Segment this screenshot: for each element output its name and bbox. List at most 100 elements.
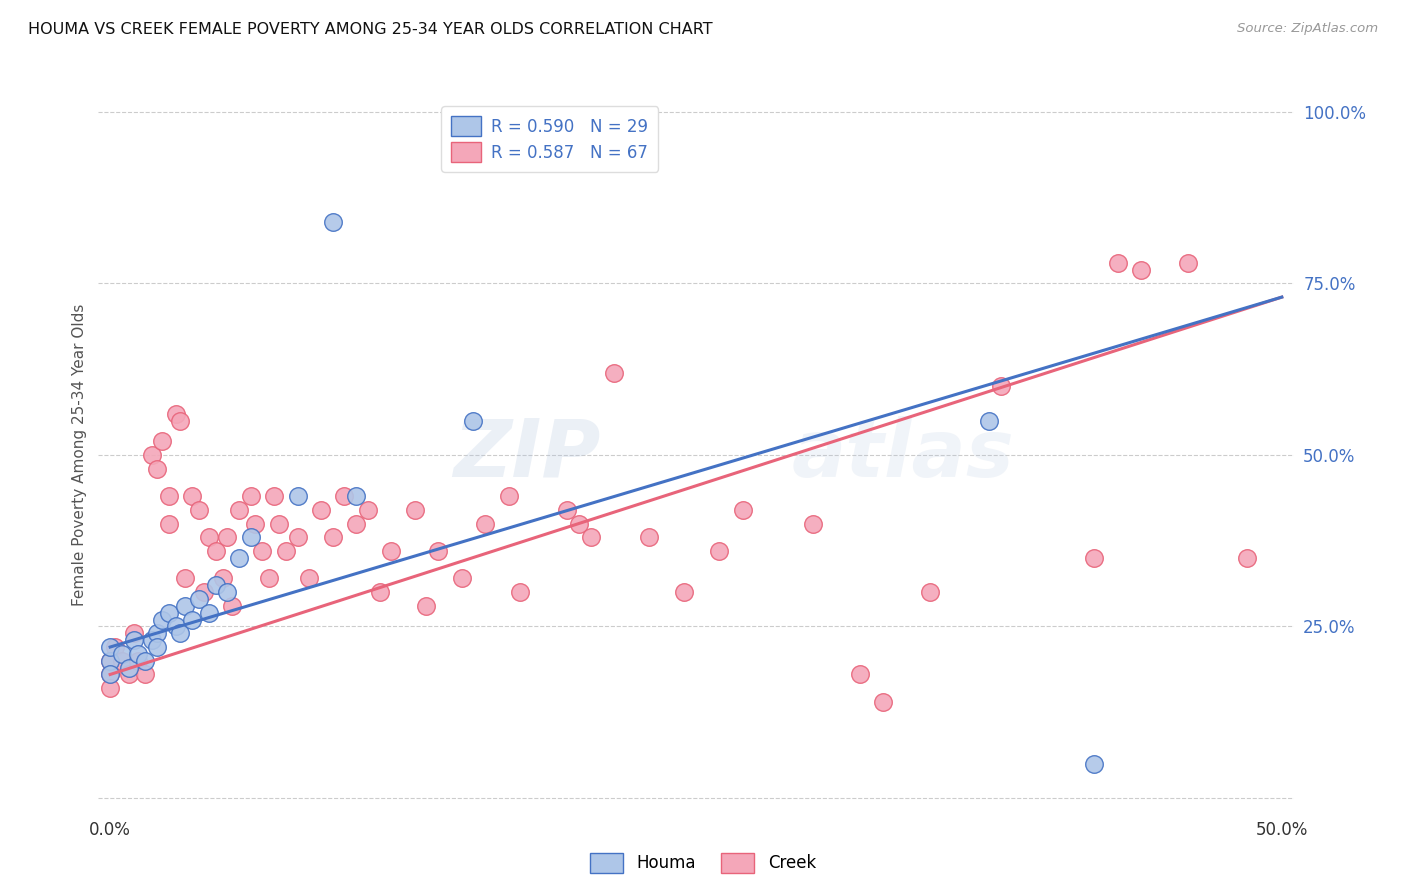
Point	[165, 407, 187, 421]
Point	[169, 626, 191, 640]
Legend: R = 0.590   N = 29, R = 0.587   N = 67: R = 0.590 N = 29, R = 0.587 N = 67	[441, 106, 658, 171]
Point	[122, 633, 145, 648]
Y-axis label: Female Poverty Among 25-34 Year Olds: Female Poverty Among 25-34 Year Olds	[72, 304, 87, 606]
Point	[344, 516, 367, 531]
Point	[181, 489, 204, 503]
Point	[404, 503, 426, 517]
Point	[920, 585, 942, 599]
Point	[267, 516, 290, 531]
Point	[118, 660, 141, 674]
Point	[368, 585, 391, 599]
Point	[259, 571, 281, 585]
Text: ZIP: ZIP	[453, 416, 600, 494]
Point	[98, 640, 121, 654]
Point	[197, 530, 219, 544]
Point	[474, 516, 496, 531]
Point	[134, 667, 156, 681]
Point	[188, 503, 211, 517]
Point	[568, 516, 591, 531]
Point	[217, 530, 239, 544]
Point	[146, 461, 169, 475]
Point	[239, 530, 262, 544]
Text: Source: ZipAtlas.com: Source: ZipAtlas.com	[1237, 22, 1378, 36]
Point	[98, 681, 121, 696]
Point	[579, 530, 602, 544]
Point	[673, 585, 696, 599]
Point	[141, 633, 163, 648]
Point	[165, 619, 187, 633]
Point	[150, 434, 173, 449]
Point	[174, 571, 197, 585]
Point	[872, 695, 894, 709]
Point	[157, 489, 180, 503]
Point	[287, 530, 309, 544]
Point	[188, 592, 211, 607]
Point	[252, 544, 274, 558]
Point	[228, 503, 250, 517]
Point	[450, 571, 472, 585]
Point	[174, 599, 197, 613]
Point	[298, 571, 321, 585]
Point	[357, 503, 380, 517]
Point	[344, 489, 367, 503]
Point	[98, 654, 121, 668]
Point	[509, 585, 531, 599]
Point	[122, 626, 145, 640]
Point	[1177, 256, 1199, 270]
Point	[169, 414, 191, 428]
Point	[415, 599, 437, 613]
Point	[1107, 256, 1129, 270]
Point	[498, 489, 520, 503]
Point	[141, 448, 163, 462]
Point	[1236, 550, 1258, 565]
Point	[287, 489, 309, 503]
Point	[111, 654, 134, 668]
Point	[801, 516, 824, 531]
Point	[118, 667, 141, 681]
Legend: Houma, Creek: Houma, Creek	[583, 847, 823, 880]
Point	[193, 585, 215, 599]
Text: HOUMA VS CREEK FEMALE POVERTY AMONG 25-34 YEAR OLDS CORRELATION CHART: HOUMA VS CREEK FEMALE POVERTY AMONG 25-3…	[28, 22, 713, 37]
Point	[157, 606, 180, 620]
Point	[197, 606, 219, 620]
Point	[150, 613, 173, 627]
Point	[638, 530, 661, 544]
Point	[463, 414, 485, 428]
Point	[111, 647, 134, 661]
Point	[134, 654, 156, 668]
Point	[977, 414, 1000, 428]
Point	[157, 516, 180, 531]
Point	[98, 667, 121, 681]
Point	[127, 654, 149, 668]
Point	[322, 214, 344, 228]
Point	[322, 530, 344, 544]
Point	[245, 516, 267, 531]
Point	[309, 503, 332, 517]
Point	[217, 585, 239, 599]
Point	[380, 544, 402, 558]
Point	[204, 544, 226, 558]
Point	[204, 578, 226, 592]
Point	[274, 544, 297, 558]
Point	[555, 503, 578, 517]
Point	[990, 379, 1012, 393]
Point	[127, 647, 149, 661]
Point	[228, 550, 250, 565]
Point	[849, 667, 872, 681]
Point	[709, 544, 731, 558]
Point	[603, 366, 626, 380]
Point	[146, 640, 169, 654]
Point	[98, 654, 121, 668]
Point	[221, 599, 243, 613]
Point	[333, 489, 356, 503]
Point	[731, 503, 754, 517]
Point	[98, 667, 121, 681]
Point	[104, 640, 127, 654]
Point	[146, 626, 169, 640]
Point	[263, 489, 285, 503]
Point	[239, 489, 262, 503]
Text: atlas: atlas	[792, 416, 1014, 494]
Point	[1083, 756, 1105, 771]
Point	[1130, 262, 1153, 277]
Point	[427, 544, 450, 558]
